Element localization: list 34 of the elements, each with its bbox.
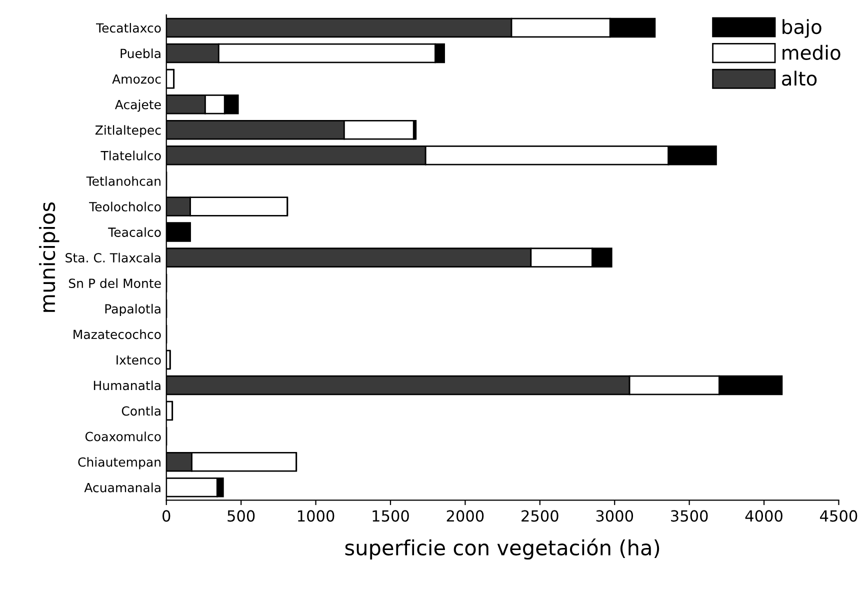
x-tick-label: 3000 bbox=[596, 510, 634, 522]
y-tick-label: Mazatecochco bbox=[74, 329, 161, 340]
y-tick-label: Ixtenco bbox=[116, 355, 161, 365]
y-tick-label: Teolocholco bbox=[89, 202, 161, 212]
y-tick-label: Contla bbox=[122, 406, 160, 416]
legend-label: bajo bbox=[782, 19, 822, 38]
y-tick-label: Humanatla bbox=[94, 380, 160, 390]
y-tick-label: Amozoc bbox=[112, 74, 161, 84]
y-tick-label: Chiautempan bbox=[78, 457, 160, 470]
x-tick-label: 0 bbox=[162, 510, 170, 522]
y-tick-label: Papalotla bbox=[105, 304, 160, 316]
x-tick-label: 4500 bbox=[820, 510, 858, 522]
y-tick-label: Zitlaltepec bbox=[95, 125, 161, 138]
legend-label: alto bbox=[782, 70, 817, 86]
y-tick-label: Teacalco bbox=[108, 227, 161, 237]
y-tick-label: Acuamanala bbox=[84, 482, 160, 492]
y-tick-label: Sn P del Monte bbox=[68, 278, 161, 288]
y-tick-label: Coaxomulco bbox=[85, 432, 161, 442]
x-tick-label: 4000 bbox=[745, 510, 782, 522]
x-tick-label: 2000 bbox=[446, 510, 484, 522]
x-tick-label: 1500 bbox=[372, 510, 409, 522]
y-tick-label: Tetlanohcan bbox=[86, 176, 160, 186]
y-tick-label: Tlatelulco bbox=[100, 150, 161, 160]
x-tick-label: 500 bbox=[228, 510, 255, 522]
y-tick-label: Tecatlaxco bbox=[96, 22, 161, 33]
x-tick-label: 1000 bbox=[298, 510, 334, 522]
x-axis-title: superficie con vegetación (ha) bbox=[345, 538, 660, 560]
x-tick-label: 2500 bbox=[522, 510, 558, 522]
y-tick-label: Puebla bbox=[120, 48, 160, 58]
legend-label: medio bbox=[782, 44, 840, 60]
y-tick-label: Acajete bbox=[114, 100, 161, 112]
y-axis-title: municipios bbox=[39, 202, 60, 312]
x-tick-label: 3500 bbox=[671, 510, 708, 522]
y-tick-label: Sta. C. Tlaxcala bbox=[66, 252, 160, 262]
